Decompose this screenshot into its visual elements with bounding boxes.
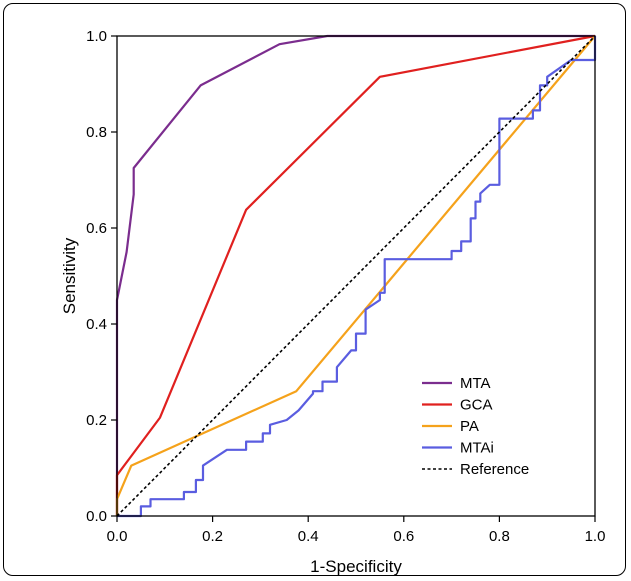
- figure-frame: [3, 3, 626, 576]
- x-axis: 0.0 0.2 0.4 0.6 0.8 1.0: [107, 516, 606, 545]
- legend: MTA GCA PA MTAi Reference: [422, 375, 529, 478]
- series-line-reference: [116, 35, 596, 517]
- x-tick-label: 0.6: [393, 528, 414, 545]
- series-line-mtai: [117, 36, 597, 518]
- y-tick-label: 0.2: [86, 412, 107, 429]
- y-tick-label: 0.6: [86, 220, 107, 237]
- legend-label-mta: MTA: [460, 375, 491, 392]
- x-tick-label: 0.8: [489, 528, 510, 545]
- y-axis-label: Sensitivity: [60, 237, 79, 314]
- series-line-mta: [115, 34, 595, 516]
- legend-label-mtai: MTAi: [460, 440, 494, 457]
- y-tick-label: 0.0: [86, 508, 107, 525]
- x-tick-label: 0.2: [202, 528, 223, 545]
- y-axis: 0.0 0.2 0.4 0.6 0.8 1.0: [86, 28, 117, 525]
- plot-area: [116, 35, 596, 517]
- y-tick-label: 0.4: [86, 316, 107, 333]
- x-tick-label: 0.0: [107, 528, 128, 545]
- x-tick-label: 0.4: [298, 528, 319, 545]
- x-axis-label: 1-Specificity: [310, 557, 402, 576]
- legend-label-reference: Reference: [460, 461, 529, 478]
- x-tick-label: 1.0: [585, 528, 606, 545]
- series-curves: [115, 34, 597, 518]
- y-tick-label: 1.0: [86, 28, 107, 45]
- legend-label-gca: GCA: [460, 397, 493, 414]
- y-tick-label: 0.8: [86, 124, 107, 141]
- legend-label-pa: PA: [460, 418, 479, 435]
